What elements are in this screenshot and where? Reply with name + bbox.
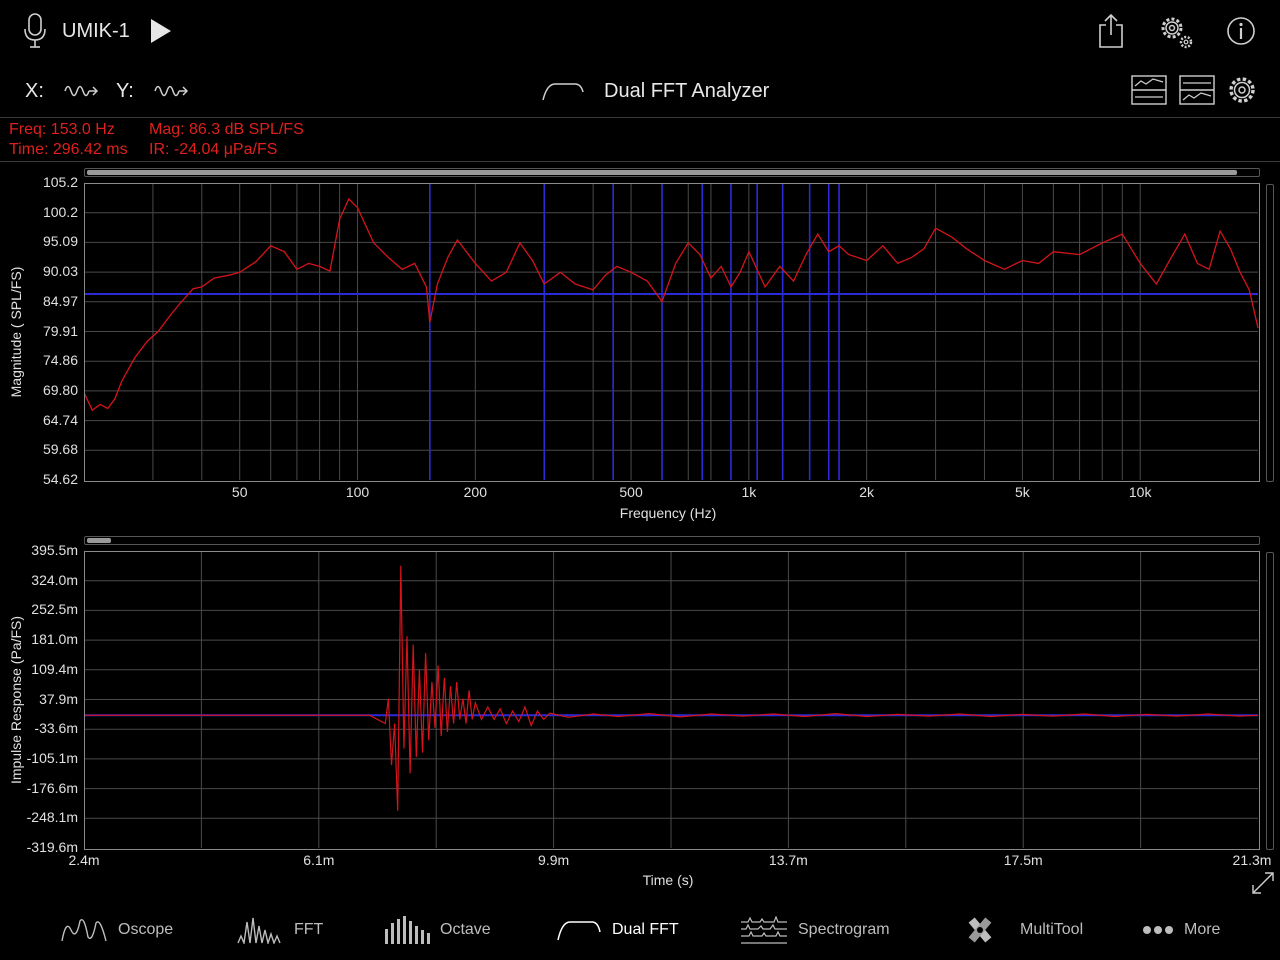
fft-y-tick: 79.91 (42, 322, 78, 339)
dual-fft-icon (557, 921, 601, 941)
fft-plot[interactable] (84, 183, 1260, 482)
tab-spectrogram-label: Spectrogram (798, 921, 890, 938)
x-axis-label: X: (25, 80, 44, 102)
tab-dual-fft[interactable]: Dual FFT (556, 908, 679, 952)
ir-plot[interactable] (84, 551, 1260, 850)
fft-x-tick: 10k (1128, 484, 1152, 500)
settings-icon[interactable] (1156, 12, 1196, 52)
fft-y-tick: 100.2 (42, 203, 78, 220)
ir-y-tick: -319.6m (26, 839, 78, 855)
page-title: Dual FFT Analyzer (604, 80, 770, 102)
ir-x-tick: 21.3m (1232, 852, 1272, 868)
fft-icon (237, 917, 281, 944)
play-icon[interactable] (146, 16, 176, 46)
fft-plot-frame (84, 183, 1260, 482)
fft-x-tick: 200 (463, 484, 488, 500)
fft-y-axis-title: Magnitude ( SPL/FS) (8, 266, 24, 398)
ir-x-tick: 9.9m (538, 852, 570, 868)
microphone-icon[interactable] (20, 12, 50, 50)
tab-octave[interactable]: Octave (384, 908, 491, 952)
layout-top-icon[interactable] (1130, 74, 1168, 106)
time-readout: Time: 296.42 ms (9, 141, 128, 158)
ir-y-tick: -33.6m (34, 720, 78, 737)
more-icon (1143, 926, 1173, 934)
fft-scroll-thumb[interactable] (87, 170, 1237, 175)
tab-octave-label: Octave (440, 921, 491, 938)
tab-fft-label: FFT (294, 921, 324, 938)
fft-y-tick: 64.74 (42, 411, 78, 428)
fft-y-tick: 84.97 (42, 292, 78, 309)
tab-more[interactable]: More (1142, 908, 1220, 952)
x-signal-icon[interactable] (62, 78, 102, 104)
ir-x-axis-title: Time (s) (642, 872, 694, 888)
fft-y-tick: 90.03 (42, 263, 78, 280)
octave-icon (385, 916, 430, 944)
ir-y-tick: -105.1m (26, 749, 78, 766)
ir-y-tick: -176.6m (26, 779, 78, 796)
freq-readout: Freq: 153.0 Hz (9, 121, 115, 138)
fft-trace (84, 197, 1259, 412)
ir-x-tick: 6.1m (303, 852, 335, 868)
ir-trace (84, 565, 1259, 811)
share-icon[interactable] (1094, 12, 1128, 50)
mag-readout: Mag: 86.3 dB SPL/FS (149, 121, 304, 138)
ir-x-tick: 17.5m (1003, 852, 1043, 868)
fft-y-tick: 69.80 (42, 381, 78, 398)
analyzer-settings-icon[interactable] (1224, 72, 1260, 108)
ir-y-tick: 181.0m (31, 631, 78, 648)
readout-divider (0, 161, 1280, 162)
ir-y-tick: 395.5m (31, 542, 78, 558)
tab-dual-fft-label: Dual FFT (612, 921, 679, 938)
fft-x-tick: 5k (1014, 484, 1030, 500)
info-icon[interactable] (1224, 14, 1258, 48)
header-divider (0, 117, 1280, 118)
ir-x-tick: 2.4m (68, 852, 100, 868)
tab-spectrogram[interactable]: Spectrogram (740, 908, 890, 952)
fft-y-tick: 74.86 (42, 352, 78, 369)
multitool-icon (968, 917, 992, 943)
layout-bottom-icon[interactable] (1178, 74, 1216, 106)
fft-y-tick: 59.68 (42, 441, 78, 458)
fft-horizontal-scrollbar[interactable] (84, 168, 1260, 177)
ir-readout: IR: -24.04 μPa/FS (149, 141, 278, 158)
dual-fft-title-icon (540, 78, 586, 104)
tab-fft[interactable]: FFT (236, 908, 323, 952)
ir-y-tick: 37.9m (39, 690, 78, 707)
fft-x-tick: 500 (619, 484, 643, 500)
tab-multitool-label: MultiTool (1020, 921, 1084, 938)
fft-x-axis-title: Frequency (Hz) (619, 505, 717, 521)
fft-x-tick: 50 (231, 484, 248, 500)
fft-x-tick: 2k (859, 484, 875, 500)
expand-icon[interactable] (1248, 868, 1278, 898)
ir-horizontal-scrollbar[interactable] (84, 536, 1260, 545)
ir-y-tick: 109.4m (31, 660, 78, 677)
tab-multitool[interactable]: MultiTool (962, 908, 1083, 952)
tab-oscope-label: Oscope (118, 921, 174, 938)
fft-x-tick: 100 (345, 484, 370, 500)
ir-vertical-scrollbar[interactable] (1266, 552, 1274, 850)
tab-more-label: More (1184, 921, 1221, 938)
ir-y-tick: 252.5m (31, 601, 78, 618)
fft-y-tick: 54.62 (42, 471, 78, 487)
ir-scroll-thumb[interactable] (87, 538, 111, 543)
tab-oscope[interactable]: Oscope (60, 908, 173, 952)
ir-y-tick: 324.0m (31, 571, 78, 588)
device-name[interactable]: UMIK-1 (62, 20, 130, 42)
spectrogram-icon (741, 916, 787, 944)
fft-vertical-scrollbar[interactable] (1266, 184, 1274, 482)
ir-y-axis-title: Impulse Response (Pa/FS) (8, 615, 24, 785)
fft-y-tick: 105.2 (42, 174, 78, 190)
fft-x-tick: 1k (741, 484, 757, 500)
y-signal-icon[interactable] (152, 78, 192, 104)
ir-y-tick: -248.1m (26, 809, 78, 826)
fft-y-tick: 95.09 (42, 233, 78, 250)
ir-plot-frame (84, 551, 1260, 850)
ir-x-tick: 13.7m (768, 852, 808, 868)
y-axis-label: Y: (116, 80, 134, 102)
oscope-icon (61, 919, 107, 942)
